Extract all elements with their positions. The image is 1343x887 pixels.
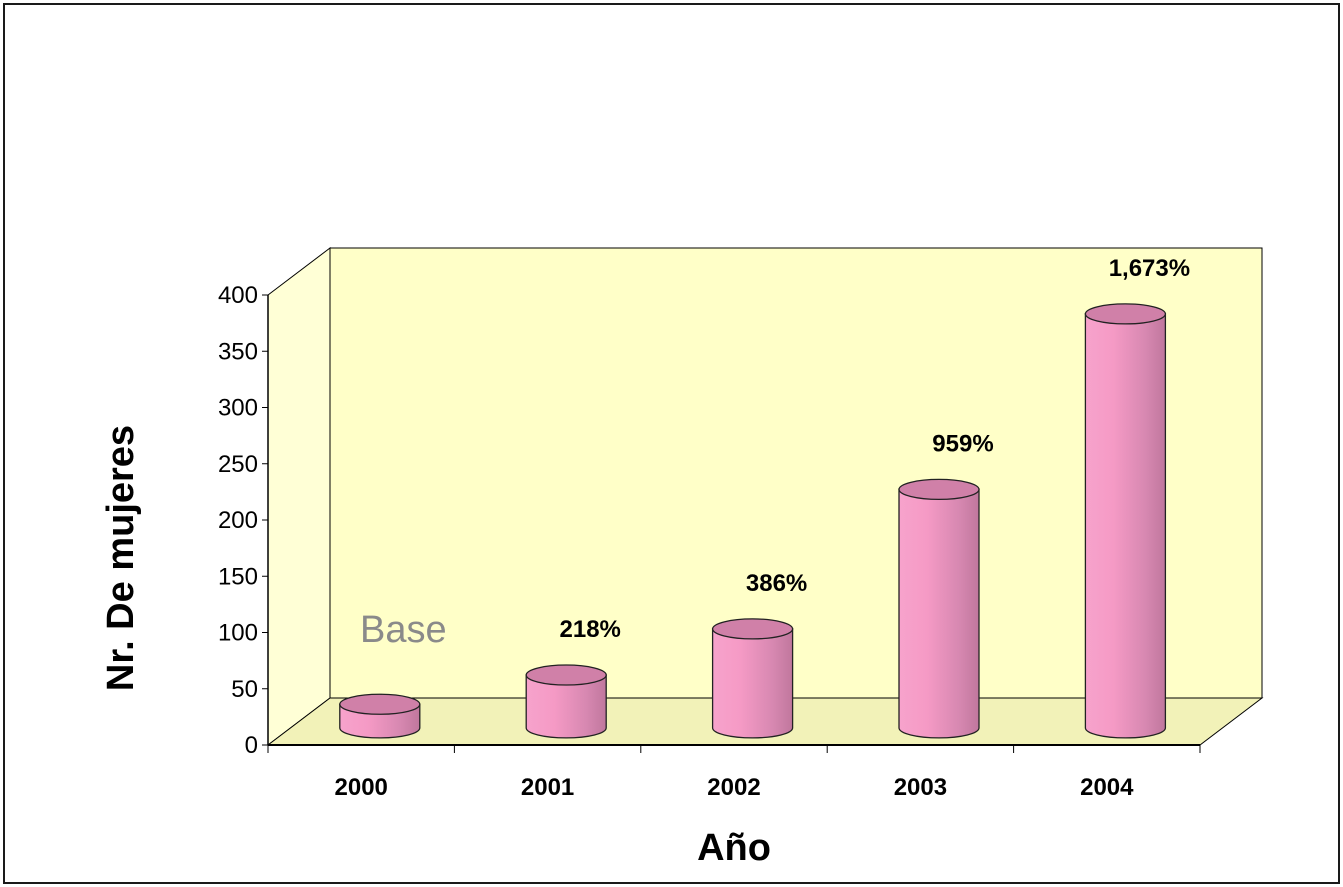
bar (1084, 303, 1167, 739)
bar-top (525, 664, 607, 686)
data-label: 386% (746, 570, 807, 597)
bar-body (898, 488, 980, 739)
x-tick-label: 2002 (707, 774, 760, 801)
y-tick-label: 300 (218, 395, 258, 422)
bar (525, 664, 607, 739)
x-tick-label: 2001 (521, 774, 574, 801)
y-tick-label: 50 (231, 676, 258, 703)
bar (339, 693, 421, 739)
side-wall (267, 246, 331, 747)
y-axis-title: Nr. De mujeres (100, 425, 142, 691)
bar-body (525, 674, 607, 739)
x-tick-label: 2000 (335, 774, 388, 801)
y-tick-label: 200 (218, 507, 258, 534)
data-label: 959% (932, 430, 993, 457)
x-tick-label: 2003 (894, 774, 947, 801)
y-tick-label: 250 (218, 451, 258, 478)
bar-body (1084, 313, 1167, 739)
bar (898, 478, 980, 739)
x-axis-title: Año (697, 827, 771, 869)
y-tick-label: 100 (218, 620, 258, 647)
bar-top (1084, 303, 1167, 325)
y-tick-label: 0 (245, 732, 258, 759)
data-label: 1,673% (1109, 255, 1190, 282)
data-label: 218% (560, 616, 621, 643)
y-tick-label: 350 (218, 338, 258, 365)
bar-body (711, 628, 794, 739)
x-tick-label: 2004 (1080, 774, 1134, 801)
y-tick-label: 400 (218, 282, 258, 309)
bar-top (898, 478, 980, 501)
bar-top (711, 618, 794, 640)
base-label: Base (360, 609, 447, 651)
bar-top (339, 693, 421, 715)
bar (711, 618, 794, 739)
y-tick-label: 150 (218, 563, 258, 590)
